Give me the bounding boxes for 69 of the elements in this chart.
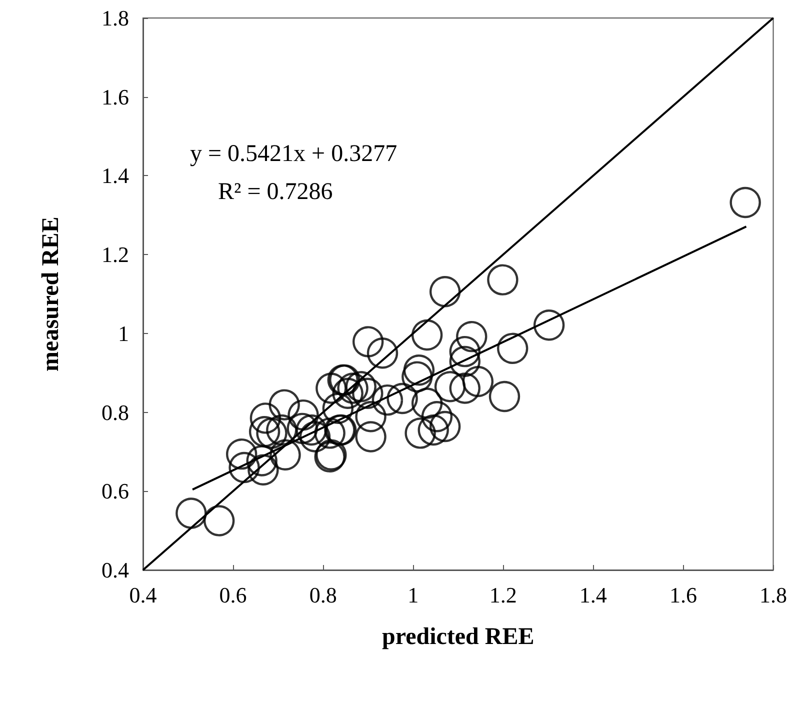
point <box>487 264 518 296</box>
point <box>332 378 364 409</box>
point <box>248 454 279 486</box>
x-axis-title: predicted REE <box>382 624 534 650</box>
point <box>296 414 327 446</box>
point <box>497 332 528 364</box>
point <box>248 416 280 448</box>
point <box>434 371 466 402</box>
point <box>386 382 418 414</box>
point <box>430 410 461 442</box>
point <box>403 354 435 386</box>
x-tick-label: 1 <box>408 582 419 608</box>
x-tick-label: 0.8 <box>309 582 337 608</box>
y-tick-label: 0.4 <box>102 558 129 582</box>
y-tick-label: 1.6 <box>102 84 129 110</box>
point <box>404 418 436 449</box>
point <box>456 320 488 352</box>
x-tick-label: 1.6 <box>669 582 697 608</box>
point <box>352 378 384 409</box>
point <box>266 414 298 446</box>
point <box>449 336 480 368</box>
y-axis-title: measured REE <box>38 216 64 372</box>
y-tick-label: 1 <box>118 320 129 346</box>
point <box>337 372 368 404</box>
x-tick-label: 0.6 <box>219 582 247 608</box>
point <box>352 326 384 358</box>
point <box>372 384 404 416</box>
point <box>256 418 288 449</box>
point <box>402 361 433 392</box>
point <box>449 372 480 404</box>
y-tick-label: 0.6 <box>102 478 129 504</box>
x-tick-label: 1.8 <box>760 582 787 608</box>
point <box>366 338 398 369</box>
point <box>421 401 453 432</box>
point <box>270 439 301 470</box>
point <box>299 421 331 452</box>
point <box>430 276 461 308</box>
point <box>316 372 347 404</box>
point <box>355 401 386 432</box>
point <box>462 366 494 398</box>
point <box>449 346 480 378</box>
point <box>345 371 376 402</box>
point <box>488 380 520 412</box>
annotation: R² = 0.7286 <box>218 179 333 205</box>
point <box>355 421 386 452</box>
x-tick-label: 1.2 <box>489 582 517 608</box>
point <box>322 392 354 424</box>
point <box>246 445 278 476</box>
y-tick-label: 1.8 <box>102 6 129 30</box>
point <box>176 498 207 529</box>
y-tick-label: 0.8 <box>102 400 129 425</box>
point <box>314 418 346 449</box>
point <box>411 388 443 419</box>
point <box>288 399 319 431</box>
point <box>250 402 282 434</box>
x-tick-label: 0.4 <box>129 582 157 608</box>
point <box>418 414 449 446</box>
point <box>228 452 260 484</box>
x-tick-label: 1.4 <box>579 582 607 608</box>
point <box>730 186 761 218</box>
y-tick-label: 1.4 <box>102 163 129 188</box>
point <box>226 438 258 470</box>
point <box>268 389 300 420</box>
y-tick-label: 1.2 <box>102 242 129 268</box>
point <box>204 505 235 536</box>
point <box>411 319 443 351</box>
annotation: y = 0.5421x + 0.3277 <box>190 141 398 167</box>
point <box>533 310 565 341</box>
point <box>286 412 318 444</box>
